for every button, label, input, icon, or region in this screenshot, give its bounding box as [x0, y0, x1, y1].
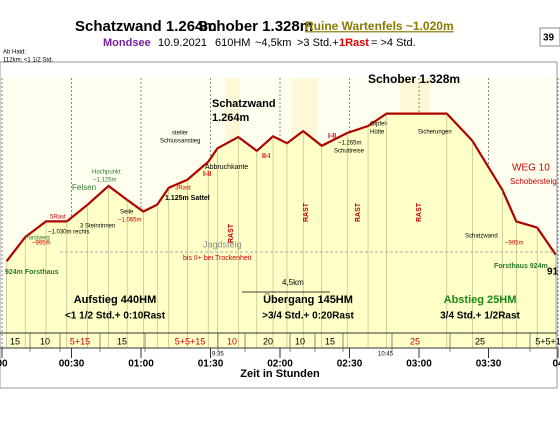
annotation: 3 Steinrinnen: [80, 224, 115, 230]
annotation: Schobersteig: [510, 177, 557, 186]
x-tick-label: 01:00: [128, 359, 154, 370]
duration: 5+5+1: [535, 336, 560, 346]
annotation: 4,5km: [282, 278, 304, 287]
annotation: ~1.065m: [118, 218, 142, 224]
annotation: RAST: [355, 202, 362, 222]
x-tick-label: 04: [552, 359, 560, 370]
distance: ~4,5km: [255, 37, 291, 49]
x-tick-label: 02:00: [267, 359, 293, 370]
annotation: 1.264m: [212, 112, 250, 124]
area-fill: [6, 113, 556, 348]
annotation: 3Rast: [175, 186, 191, 192]
segment-label: >3/4 Std.+ 0:20Rast: [262, 311, 354, 322]
annotation: II-I: [262, 153, 270, 160]
time: >3 Std.+: [297, 37, 339, 49]
annotation: Gipfel-: [370, 122, 388, 128]
annotation: WEG 10: [512, 163, 550, 174]
duration: 5+15: [70, 336, 90, 346]
date: 10.9.2021: [158, 37, 207, 49]
duration: 10: [295, 336, 305, 346]
start-note: 112km; <1 1/2 Std.: [3, 58, 53, 64]
duration: 25: [475, 336, 485, 346]
region: Mondsee: [103, 37, 151, 49]
start-note: Ab Haid:: [3, 50, 26, 56]
ascent: 610HM: [215, 37, 250, 49]
duration: 15: [10, 336, 20, 346]
segment-label: 3/4 Std.+ 1/2Rast: [440, 311, 520, 322]
annotation: I-II: [328, 133, 336, 140]
annotation: Forstweg: [25, 236, 50, 242]
annotation: 91: [547, 267, 559, 278]
annotation: steiler: [172, 131, 188, 137]
segment-label: Aufstieg 440HM: [74, 294, 157, 306]
annotation: Schlussanstieg: [160, 139, 200, 145]
x-tick-label: 00: [0, 359, 8, 370]
annotation: 10:45: [378, 352, 394, 358]
annotation: Sicherungen: [418, 130, 452, 136]
x-tick-label: 02:30: [337, 359, 363, 370]
annotation: Jagdsteig: [203, 239, 242, 249]
annotation: ~995m: [505, 241, 524, 247]
annotation: Forsthaus 924m: [494, 263, 548, 270]
duration: 10: [40, 336, 50, 346]
title-ruin: Ruine Wartenfels ~1.020m: [305, 19, 454, 33]
annotation: RAST: [228, 223, 235, 243]
annotation: Schatzwand: [212, 98, 276, 110]
annotation: Seile: [120, 210, 134, 216]
profile-line: [5, 112, 557, 262]
annotation: Hütte: [370, 130, 385, 136]
duration: 15: [117, 336, 127, 346]
segment-label: <1 1/2 Std.+ 0:10Rast: [65, 311, 166, 322]
annotation: I-II: [203, 171, 211, 178]
annotation: ~1.125m: [93, 178, 117, 184]
duration: 10: [227, 336, 237, 346]
page-box: [539, 27, 560, 47]
annotation: ~1.030m rechts: [48, 230, 90, 236]
annotation: Schober 1.328m: [368, 72, 460, 86]
annotation: RAST: [303, 202, 310, 222]
x-tick-label: 01:30: [198, 359, 224, 370]
title-peak2: Schober 1.328m: [198, 18, 313, 35]
segment-label: Abstieg 25HM: [444, 294, 517, 306]
duration: 25: [410, 336, 420, 346]
rest: 1Rast: [339, 37, 369, 49]
x-axis-title: Zeit in Stunden: [240, 368, 320, 380]
x-tick-label: 00:30: [59, 359, 85, 370]
annotation: ~995m: [32, 241, 51, 247]
duration: 5+5+15: [175, 336, 206, 346]
total: = >4 Std.: [371, 37, 416, 49]
annotation: Abbruchkante: [205, 164, 248, 171]
annotation: RAST: [416, 202, 423, 222]
annotation: 5Rast: [50, 215, 66, 221]
annotation: 924m Forsthaus: [5, 269, 59, 276]
duration: 15: [325, 336, 335, 346]
annotation: ~1.265m: [338, 141, 362, 147]
duration: 20: [263, 336, 273, 346]
x-tick-label: 03:30: [476, 359, 502, 370]
annotation: Schatzwand: [465, 234, 498, 240]
annotation: bis II+ bei Trockenheit: [183, 255, 251, 262]
annotation: Schuttreise: [334, 149, 365, 155]
annotation: 9:35: [212, 352, 224, 358]
segment-label: Übergang 145HM: [263, 293, 353, 306]
x-tick-label: 03:00: [406, 359, 432, 370]
annotation: Hochpunkt: [92, 170, 121, 176]
page-number: 39: [543, 33, 555, 44]
annotation: Felsen: [72, 183, 96, 192]
title-peak1: Schatzwand 1.264m: [75, 18, 217, 35]
annotation: 1.125m Sattel: [165, 195, 210, 202]
